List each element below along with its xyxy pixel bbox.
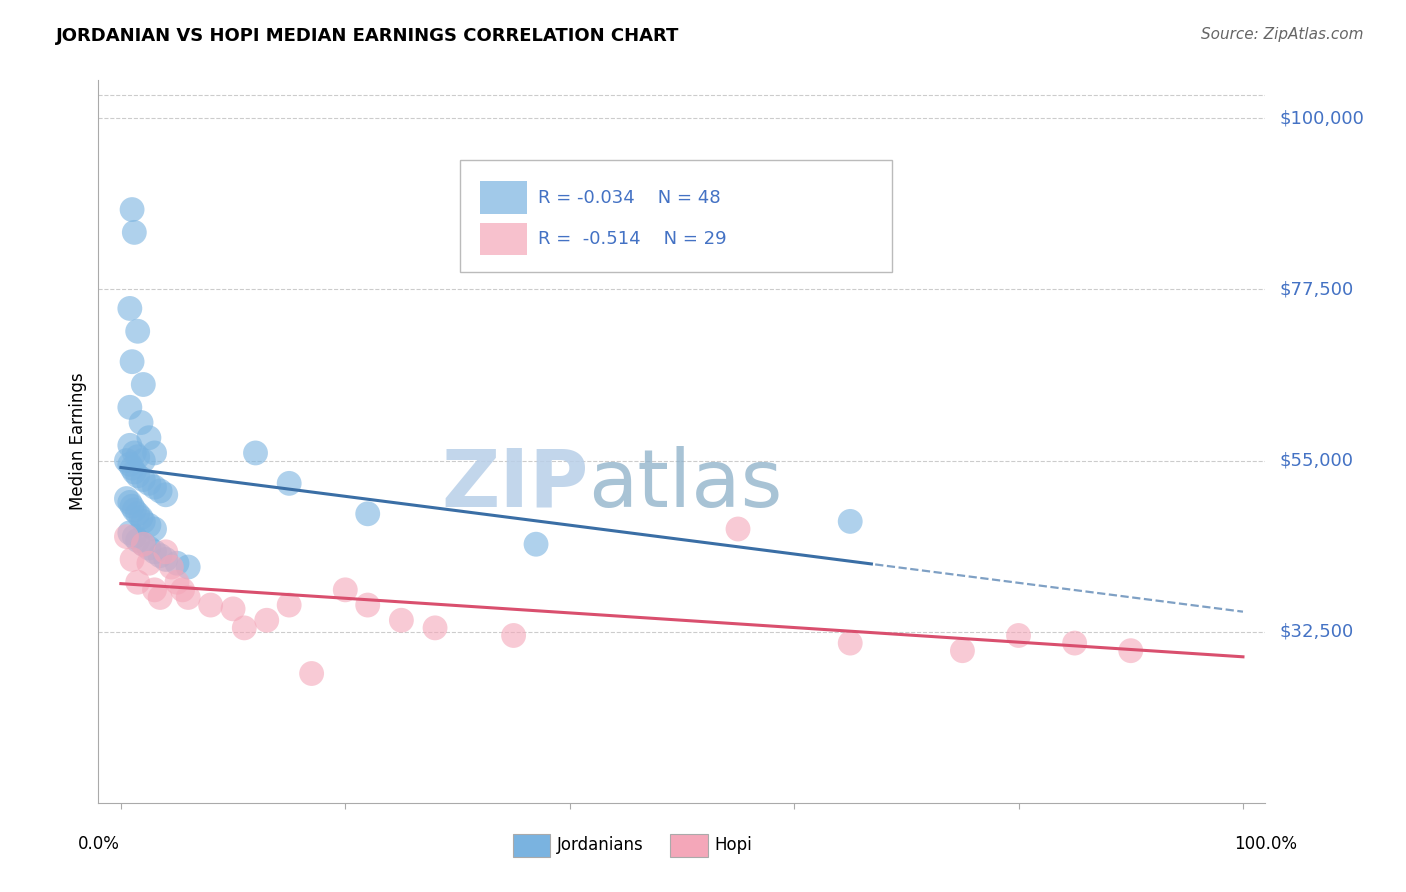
Point — [524, 537, 547, 551]
Point — [115, 491, 138, 506]
Text: $77,500: $77,500 — [1279, 280, 1354, 299]
Text: R =  -0.514    N = 29: R = -0.514 N = 29 — [538, 230, 727, 248]
Point — [335, 582, 357, 597]
Point — [132, 515, 155, 529]
Point — [124, 503, 146, 517]
Point — [118, 401, 141, 415]
Point — [222, 602, 245, 616]
Text: $100,000: $100,000 — [1279, 110, 1364, 128]
Point — [121, 499, 143, 513]
Point — [177, 560, 200, 574]
Point — [278, 598, 301, 612]
Bar — [513, 834, 550, 857]
Point — [160, 560, 183, 574]
Point — [124, 226, 146, 240]
Point — [138, 476, 160, 491]
Point — [138, 518, 160, 533]
Point — [121, 354, 143, 368]
Point — [233, 621, 256, 635]
Point — [177, 591, 200, 605]
Point — [278, 476, 301, 491]
Point — [118, 495, 141, 509]
Point — [143, 522, 166, 536]
Point — [143, 480, 166, 494]
Text: Source: ZipAtlas.com: Source: ZipAtlas.com — [1201, 27, 1364, 42]
Point — [124, 530, 146, 544]
Text: $55,000: $55,000 — [1279, 451, 1354, 469]
Point — [166, 575, 188, 590]
Point — [172, 582, 194, 597]
Point — [127, 450, 149, 464]
Text: atlas: atlas — [589, 446, 783, 524]
Point — [118, 525, 141, 540]
Point — [132, 453, 155, 467]
Point — [138, 556, 160, 570]
Point — [127, 507, 149, 521]
Point — [839, 515, 862, 529]
Point — [124, 446, 146, 460]
Point — [149, 549, 172, 563]
Point — [245, 446, 267, 460]
Point — [357, 507, 380, 521]
Y-axis label: Median Earnings: Median Earnings — [69, 373, 87, 510]
Point — [118, 438, 141, 452]
Point — [1007, 628, 1029, 642]
Point — [118, 458, 141, 472]
Text: JORDANIAN VS HOPI MEDIAN EARNINGS CORRELATION CHART: JORDANIAN VS HOPI MEDIAN EARNINGS CORREL… — [56, 27, 679, 45]
Text: R = -0.034    N = 48: R = -0.034 N = 48 — [538, 189, 721, 207]
Point — [121, 461, 143, 475]
Point — [121, 202, 143, 217]
Point — [166, 556, 188, 570]
Text: 0.0%: 0.0% — [77, 835, 120, 854]
Text: 100.0%: 100.0% — [1234, 835, 1296, 854]
Point — [138, 431, 160, 445]
Bar — [671, 834, 707, 857]
FancyBboxPatch shape — [460, 160, 891, 272]
Point — [727, 522, 749, 536]
Point — [301, 666, 323, 681]
Bar — [479, 223, 527, 255]
Point — [127, 324, 149, 338]
Point — [115, 530, 138, 544]
Text: Hopi: Hopi — [714, 837, 752, 855]
Point — [124, 465, 146, 479]
Text: ZIP: ZIP — [441, 446, 589, 524]
Point — [132, 473, 155, 487]
Bar — [479, 181, 527, 214]
Text: Jordanians: Jordanians — [557, 837, 644, 855]
Point — [127, 533, 149, 548]
Point — [1119, 643, 1142, 657]
Point — [143, 446, 166, 460]
Point — [115, 453, 138, 467]
Point — [155, 545, 177, 559]
Point — [129, 510, 152, 524]
Point — [149, 483, 172, 498]
Point — [132, 537, 155, 551]
Point — [127, 575, 149, 590]
Point — [839, 636, 862, 650]
Point — [155, 488, 177, 502]
Point — [127, 468, 149, 483]
Point — [118, 301, 141, 316]
Point — [143, 582, 166, 597]
Point — [149, 591, 172, 605]
Point — [502, 628, 524, 642]
Point — [423, 621, 446, 635]
Point — [129, 416, 152, 430]
Point — [357, 598, 380, 612]
Point — [389, 613, 412, 627]
Point — [952, 643, 974, 657]
Point — [200, 598, 222, 612]
Point — [138, 541, 160, 555]
Point — [1063, 636, 1085, 650]
Point — [143, 545, 166, 559]
Point — [132, 377, 155, 392]
Point — [256, 613, 278, 627]
Text: $32,500: $32,500 — [1279, 623, 1354, 640]
Point — [121, 552, 143, 566]
Point — [132, 537, 155, 551]
Point — [155, 552, 177, 566]
